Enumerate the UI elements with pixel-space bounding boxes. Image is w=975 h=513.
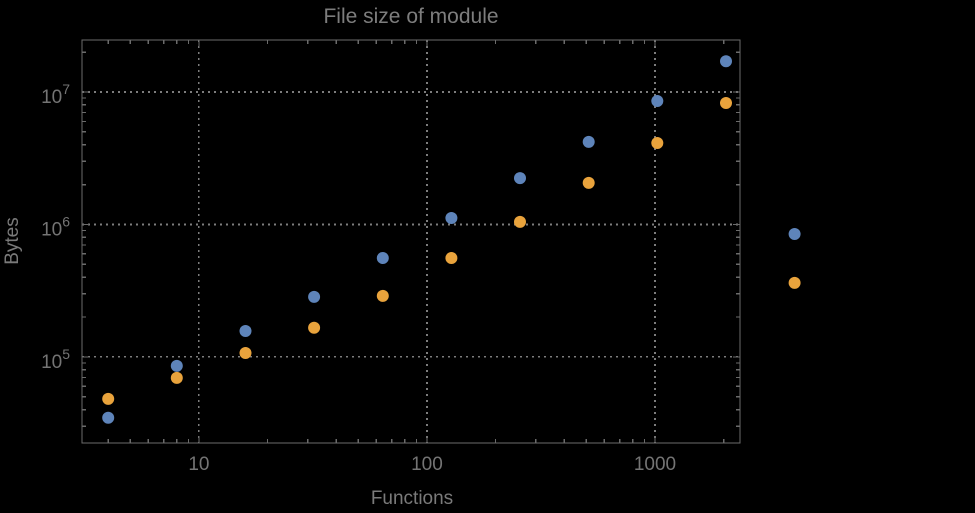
data-point-series-orange	[788, 276, 801, 289]
data-point-series-blue	[514, 172, 526, 185]
y-tick-label: 106	[41, 213, 70, 240]
data-point-series-blue	[239, 325, 252, 337]
y-axis-label: Bytes	[2, 217, 23, 265]
data-point-series-orange	[651, 137, 664, 149]
data-point-series-blue	[720, 55, 732, 68]
data-point-series-orange	[514, 215, 526, 228]
data-point-series-orange	[582, 176, 595, 189]
data-point-series-orange	[308, 321, 321, 334]
data-point-series-blue	[308, 290, 321, 303]
data-point-series-orange	[239, 347, 252, 359]
x-axis-label: Functions	[370, 488, 454, 509]
data-point-series-orange	[102, 392, 115, 405]
plot-frame	[81, 39, 741, 444]
data-point-series-blue	[102, 411, 115, 424]
y-tick-label: 105	[41, 346, 70, 373]
x-tick-label: 1000	[634, 454, 676, 475]
data-point-series-blue	[376, 252, 389, 264]
data-point-series-orange	[445, 252, 458, 264]
data-point-series-blue	[445, 212, 458, 224]
chart-title: File size of module	[323, 5, 499, 28]
data-point-series-orange	[376, 289, 389, 302]
x-tick-label: 100	[411, 454, 443, 475]
data-point-series-orange	[720, 97, 732, 109]
data-point-series-blue	[170, 359, 183, 372]
data-point-series-blue	[582, 135, 595, 148]
data-point-series-blue	[788, 228, 801, 240]
data-point-series-blue	[651, 95, 664, 107]
x-tick-label: 10	[188, 454, 209, 475]
data-point-series-orange	[170, 371, 183, 384]
y-tick-label: 107	[41, 81, 70, 108]
